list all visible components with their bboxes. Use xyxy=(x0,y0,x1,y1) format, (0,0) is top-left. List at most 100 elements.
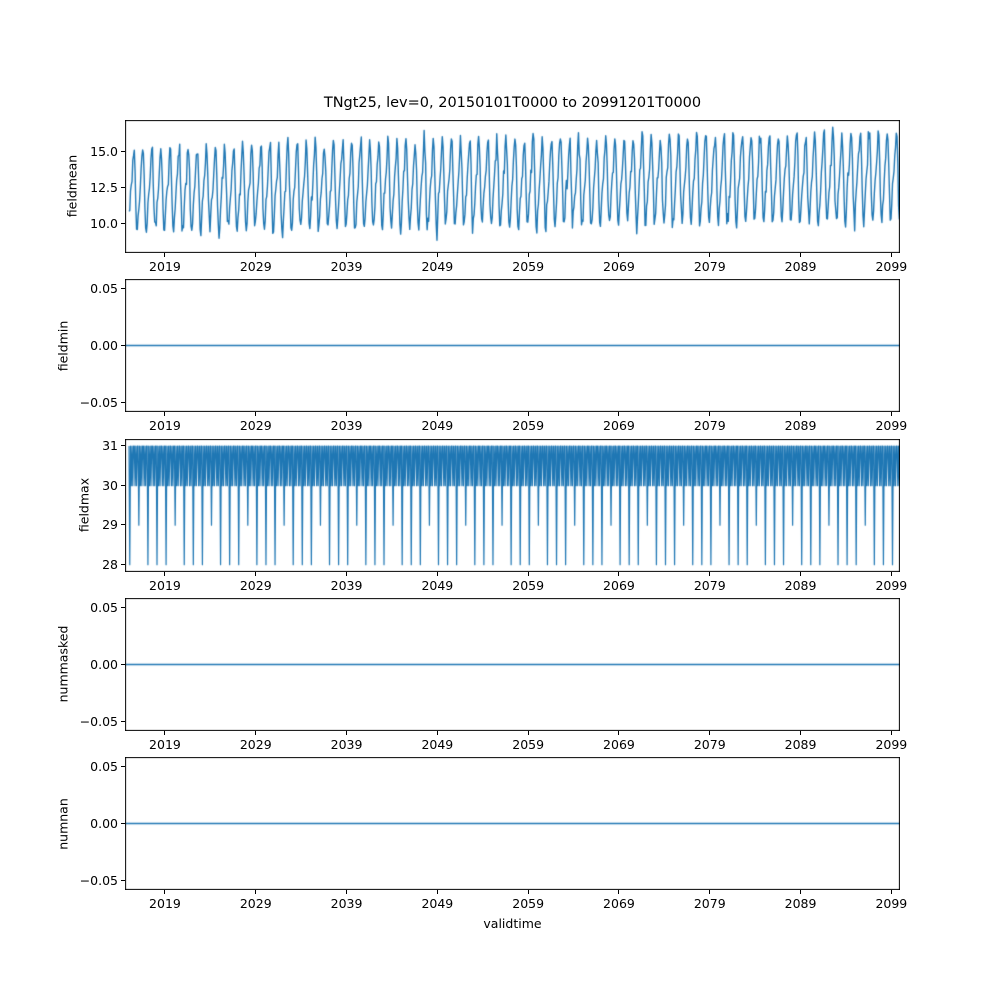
x-tick-label: 2039 xyxy=(330,259,363,274)
x-tick-mark xyxy=(527,253,529,257)
x-tick-mark xyxy=(346,571,348,576)
x-tick-mark xyxy=(164,412,166,417)
x-tick-label: 2089 xyxy=(784,896,817,912)
y-tick-label: −0.05 xyxy=(79,873,118,889)
x-tick-mark xyxy=(164,571,166,576)
x-tick-label: 2069 xyxy=(603,896,635,912)
y-tick-label: 0.05 xyxy=(90,280,118,296)
y-tick-mark xyxy=(121,445,125,447)
x-tick-label: 2019 xyxy=(149,259,181,274)
x-tick-mark xyxy=(255,412,257,417)
plot-area-fieldmean xyxy=(125,120,900,253)
x-tick-label: 2049 xyxy=(421,577,454,593)
x-tick-label: 2069 xyxy=(603,418,635,434)
x-tick-label: 2029 xyxy=(239,577,272,593)
y-tick-label: 10.0 xyxy=(90,216,118,232)
y-tick-mark xyxy=(121,287,125,289)
x-tick-mark xyxy=(164,890,166,895)
y-tick-mark xyxy=(121,151,125,153)
x-tick-mark xyxy=(709,731,711,735)
x-tick-label: 2089 xyxy=(784,737,817,752)
x-tick-label: 2069 xyxy=(603,577,635,593)
x-tick-label: 2029 xyxy=(239,418,272,434)
y-tick-mark xyxy=(121,345,125,347)
x-tick-mark xyxy=(709,253,711,257)
x-tick-mark xyxy=(346,731,348,735)
x-tick-mark xyxy=(436,253,438,257)
x-tick-mark xyxy=(436,571,438,576)
x-tick-label: 2069 xyxy=(603,259,635,274)
plot-area-fieldmax xyxy=(125,438,900,572)
x-tick-mark xyxy=(255,253,257,257)
x-tick-mark xyxy=(800,253,802,257)
y-tick-label: 30 xyxy=(102,477,118,493)
x-axis-label: validtime xyxy=(483,916,542,931)
x-tick-mark xyxy=(618,253,620,257)
x-tick-label: 2029 xyxy=(239,896,272,912)
x-tick-mark xyxy=(709,571,711,576)
x-tick-mark xyxy=(527,890,529,895)
x-tick-mark xyxy=(255,571,257,576)
y-tick-label: 31 xyxy=(102,438,118,454)
x-tick-mark xyxy=(436,731,438,735)
y-tick-mark xyxy=(121,563,125,565)
x-tick-label: 2019 xyxy=(149,737,181,752)
x-tick-mark xyxy=(890,412,892,417)
x-tick-label: 2059 xyxy=(512,418,545,434)
x-tick-mark xyxy=(255,890,257,895)
x-tick-label: 2039 xyxy=(330,418,363,434)
x-tick-label: 2089 xyxy=(784,577,817,593)
x-tick-mark xyxy=(346,890,348,895)
x-tick-mark xyxy=(890,731,892,735)
x-tick-mark xyxy=(436,412,438,417)
x-tick-mark xyxy=(164,253,166,257)
y-tick-mark xyxy=(121,823,125,825)
x-tick-mark xyxy=(346,253,348,257)
x-tick-mark xyxy=(527,571,529,576)
x-tick-mark xyxy=(527,412,529,417)
x-tick-label: 2099 xyxy=(875,737,908,752)
x-tick-mark xyxy=(255,731,257,735)
y-tick-label: −0.05 xyxy=(79,714,118,730)
x-tick-label: 2099 xyxy=(875,577,908,593)
x-tick-mark xyxy=(890,890,892,895)
x-tick-label: 2099 xyxy=(875,418,908,434)
x-tick-label: 2029 xyxy=(239,259,272,274)
y-tick-mark xyxy=(121,606,125,608)
x-tick-mark xyxy=(346,412,348,417)
plot-area-fieldmin xyxy=(125,279,900,413)
x-tick-mark xyxy=(527,731,529,735)
x-tick-label: 2049 xyxy=(421,259,454,274)
x-tick-mark xyxy=(890,253,892,257)
x-tick-label: 2049 xyxy=(421,418,454,434)
y-tick-label: 0.00 xyxy=(90,816,118,832)
y-axis-label-fieldmax: fieldmax xyxy=(76,477,91,533)
y-tick-label: 29 xyxy=(102,517,118,533)
x-tick-label: 2079 xyxy=(693,418,726,434)
plot-area-numnan xyxy=(125,757,900,891)
y-tick-mark xyxy=(121,721,125,723)
y-tick-label: −0.05 xyxy=(79,395,118,411)
figure-title: TNgt25, lev=0, 20150101T0000 to 20991201… xyxy=(323,95,702,111)
x-tick-mark xyxy=(800,890,802,895)
x-tick-mark xyxy=(890,571,892,576)
x-tick-mark xyxy=(800,571,802,576)
y-tick-mark xyxy=(121,187,125,189)
x-tick-label: 2089 xyxy=(784,418,817,434)
y-tick-mark xyxy=(121,402,125,404)
x-tick-mark xyxy=(618,731,620,735)
x-tick-mark xyxy=(709,890,711,895)
y-tick-label: 12.5 xyxy=(90,180,118,196)
x-tick-mark xyxy=(618,412,620,417)
x-tick-label: 2059 xyxy=(512,577,545,593)
x-tick-mark xyxy=(800,412,802,417)
y-tick-mark xyxy=(121,765,125,767)
y-tick-mark xyxy=(121,880,125,882)
x-tick-label: 2019 xyxy=(149,577,181,593)
x-tick-label: 2089 xyxy=(784,259,817,274)
x-tick-mark xyxy=(618,890,620,895)
x-tick-label: 2049 xyxy=(421,737,454,752)
x-tick-label: 2079 xyxy=(693,896,726,912)
x-tick-mark xyxy=(709,412,711,417)
